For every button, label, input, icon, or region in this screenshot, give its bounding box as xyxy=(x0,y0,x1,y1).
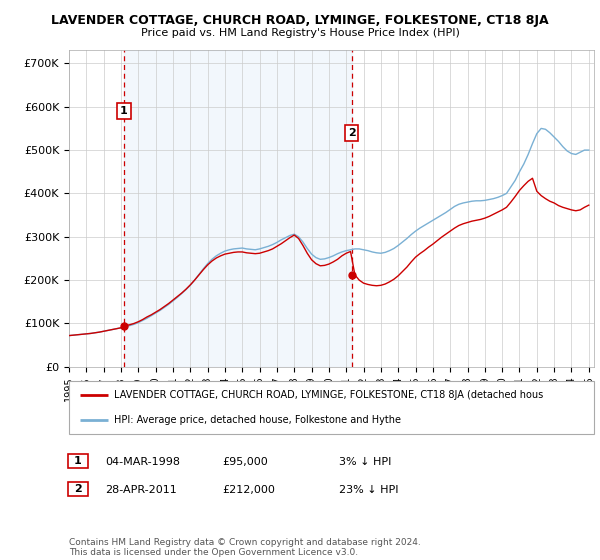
FancyBboxPatch shape xyxy=(68,482,88,497)
Text: £95,000: £95,000 xyxy=(222,457,268,467)
Text: 2: 2 xyxy=(74,484,82,494)
Text: 3% ↓ HPI: 3% ↓ HPI xyxy=(339,457,391,467)
Text: 1: 1 xyxy=(74,456,82,466)
Text: £212,000: £212,000 xyxy=(222,485,275,495)
Text: 28-APR-2011: 28-APR-2011 xyxy=(105,485,177,495)
Bar xyxy=(124,50,352,367)
Text: 23% ↓ HPI: 23% ↓ HPI xyxy=(339,485,398,495)
Text: LAVENDER COTTAGE, CHURCH ROAD, LYMINGE, FOLKESTONE, CT18 8JA: LAVENDER COTTAGE, CHURCH ROAD, LYMINGE, … xyxy=(51,14,549,27)
FancyBboxPatch shape xyxy=(68,454,88,469)
Text: 2: 2 xyxy=(348,128,356,138)
Text: HPI: Average price, detached house, Folkestone and Hythe: HPI: Average price, detached house, Folk… xyxy=(113,414,401,424)
Text: 04-MAR-1998: 04-MAR-1998 xyxy=(105,457,180,467)
Text: Contains HM Land Registry data © Crown copyright and database right 2024.
This d: Contains HM Land Registry data © Crown c… xyxy=(69,538,421,557)
FancyBboxPatch shape xyxy=(69,381,594,434)
Text: 1: 1 xyxy=(120,106,128,116)
Text: LAVENDER COTTAGE, CHURCH ROAD, LYMINGE, FOLKESTONE, CT18 8JA (detached hous: LAVENDER COTTAGE, CHURCH ROAD, LYMINGE, … xyxy=(113,390,543,400)
Text: Price paid vs. HM Land Registry's House Price Index (HPI): Price paid vs. HM Land Registry's House … xyxy=(140,28,460,38)
